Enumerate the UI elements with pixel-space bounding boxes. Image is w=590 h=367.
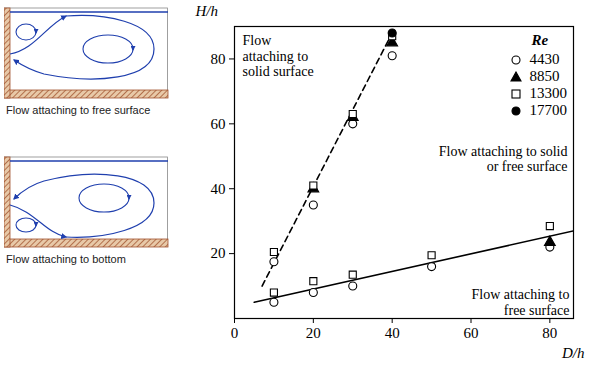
svg-text:Flowattaching tosolid surface: Flowattaching tosolid surface xyxy=(243,33,314,79)
html-text:Re: Re xyxy=(531,32,549,48)
svg-text:20: 20 xyxy=(211,245,226,261)
html-text:4430: 4430 xyxy=(529,51,560,67)
svg-text:60: 60 xyxy=(211,116,226,132)
svg-text:H/h: H/h xyxy=(195,3,219,19)
svg-text:Flow attaching to solidor free: Flow attaching to solidor free surface xyxy=(439,144,568,174)
svg-text:0: 0 xyxy=(231,325,239,341)
svg-text:60: 60 xyxy=(464,325,479,341)
svg-text:40: 40 xyxy=(211,181,226,197)
html-text:Flow attaching to bottom: Flow attaching to bottom xyxy=(6,253,126,265)
html-text:13300: 13300 xyxy=(529,85,567,101)
html-text:8850: 8850 xyxy=(529,68,560,84)
html-text:17700: 17700 xyxy=(529,102,567,118)
svg-text:80: 80 xyxy=(542,325,557,341)
svg-text:80: 80 xyxy=(211,51,226,67)
svg-text:Flow attaching tofree surface: Flow attaching tofree surface xyxy=(472,287,570,317)
svg-text:D/h: D/h xyxy=(561,345,585,361)
html-text:Flow attaching to free surface: Flow attaching to free surface xyxy=(6,104,151,116)
svg-text:40: 40 xyxy=(385,325,400,341)
svg-text:20: 20 xyxy=(306,325,321,341)
